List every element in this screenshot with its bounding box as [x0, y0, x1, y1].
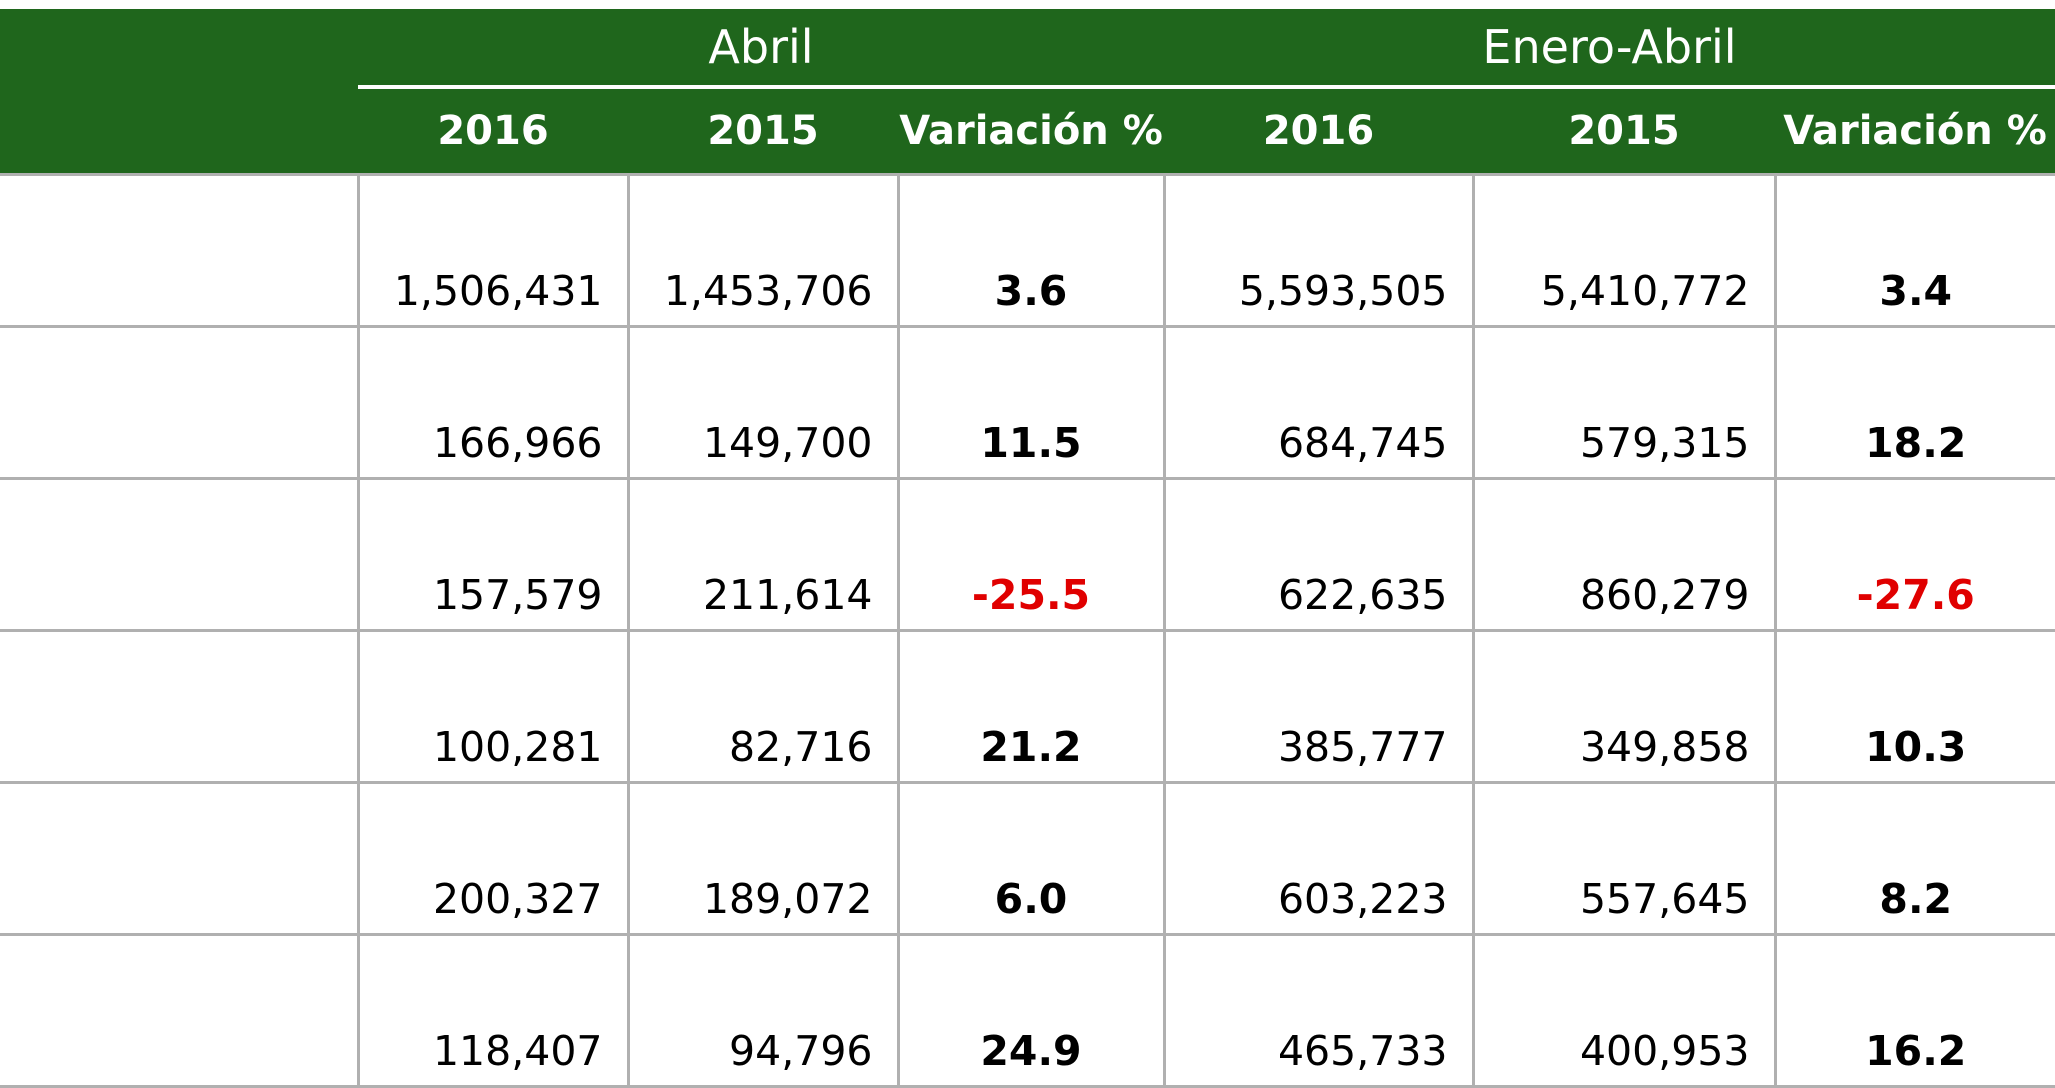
flag-cell	[0, 477, 360, 632]
column-header: Variación %	[898, 87, 1164, 175]
table-row: 166,966 149,700 11.5 684,745 579,315 18.2	[0, 325, 2055, 480]
number-cell: 465,733	[1162, 933, 1475, 1088]
variation-cell: 3.4	[1773, 173, 2055, 328]
number-cell: 860,279	[1471, 477, 1777, 632]
corner-cell	[0, 9, 358, 175]
number-cell: 189,072	[626, 781, 900, 936]
table-row: 200,327 189,072 6.0 603,223 557,645 8.2	[0, 781, 2055, 936]
number-cell: 622,635	[1162, 477, 1475, 632]
table-row: 118,407 94,796 24.9 465,733 400,953 16.2	[0, 933, 2055, 1088]
group-header: Abril	[358, 9, 1164, 89]
number-cell: 557,645	[1471, 781, 1777, 936]
variation-cell: -27.6	[1773, 477, 2055, 632]
number-cell: 5,593,505	[1162, 173, 1475, 328]
table-wrapper: Abril Enero-Abril 2016 2015 Variación % 201…	[0, 9, 2055, 1088]
number-cell: 603,223	[1162, 781, 1475, 936]
table-row: 100,281 82,716 21.2 385,777 349,858 10.3	[0, 629, 2055, 784]
table-row: 1,506,431 1,453,706 3.6 5,593,505 5,410,772 3…	[0, 173, 2055, 328]
column-row: 2016 2015 Variación % 2016 2015 Variación %	[0, 87, 2055, 175]
number-cell: 166,966	[356, 325, 630, 480]
column-header: Variación %	[1775, 87, 2055, 175]
number-cell: 684,745	[1162, 325, 1475, 480]
number-cell: 349,858	[1471, 629, 1777, 784]
number-cell: 94,796	[626, 933, 900, 1088]
flag-cell	[0, 173, 360, 328]
number-cell: 82,716	[626, 629, 900, 784]
group-row: Abril Enero-Abril	[0, 9, 2055, 175]
flag-cell	[0, 325, 360, 480]
number-cell: 157,579	[356, 477, 630, 632]
table-body: 1,506,431 1,453,706 3.6 5,593,505 5,410,772 3…	[0, 173, 2055, 1088]
number-cell: 5,410,772	[1471, 173, 1777, 328]
variation-cell: 16.2	[1773, 933, 2055, 1088]
number-cell: 200,327	[356, 781, 630, 936]
flag-cell	[0, 629, 360, 784]
number-cell: 100,281	[356, 629, 630, 784]
number-cell: 579,315	[1471, 325, 1777, 480]
number-cell: 211,614	[626, 477, 900, 632]
number-cell: 1,453,706	[626, 173, 900, 328]
number-cell: 149,700	[626, 325, 900, 480]
variation-cell: 10.3	[1773, 629, 2055, 784]
variation-cell: 24.9	[896, 933, 1166, 1088]
variation-cell: 21.2	[896, 629, 1166, 784]
variation-cell: 6.0	[896, 781, 1166, 936]
column-header: 2015	[1473, 87, 1775, 175]
table-header: Abril Enero-Abril 2016 2015 Variación % 201…	[0, 9, 2055, 175]
number-cell: 400,953	[1471, 933, 1777, 1088]
variation-cell: -25.5	[896, 477, 1166, 632]
data-table: Abril Enero-Abril 2016 2015 Variación % 201…	[0, 9, 2055, 1088]
number-cell: 385,777	[1162, 629, 1475, 784]
table-row: 157,579 211,614 -25.5 622,635 860,279 -27.6	[0, 477, 2055, 632]
variation-cell: 8.2	[1773, 781, 2055, 936]
column-header: 2016	[1164, 87, 1473, 175]
number-cell: 1,506,431	[356, 173, 630, 328]
column-header: 2015	[628, 87, 898, 175]
page: Abril Enero-Abril 2016 2015 Variación % 201…	[0, 9, 2055, 1088]
number-cell: 118,407	[356, 933, 630, 1088]
variation-cell: 18.2	[1773, 325, 2055, 480]
column-header: 2016	[358, 87, 628, 175]
flag-cell	[0, 781, 360, 936]
group-header: Enero-Abril	[1164, 9, 2055, 89]
variation-cell: 11.5	[896, 325, 1166, 480]
variation-cell: 3.6	[896, 173, 1166, 328]
flag-cell	[0, 933, 360, 1088]
